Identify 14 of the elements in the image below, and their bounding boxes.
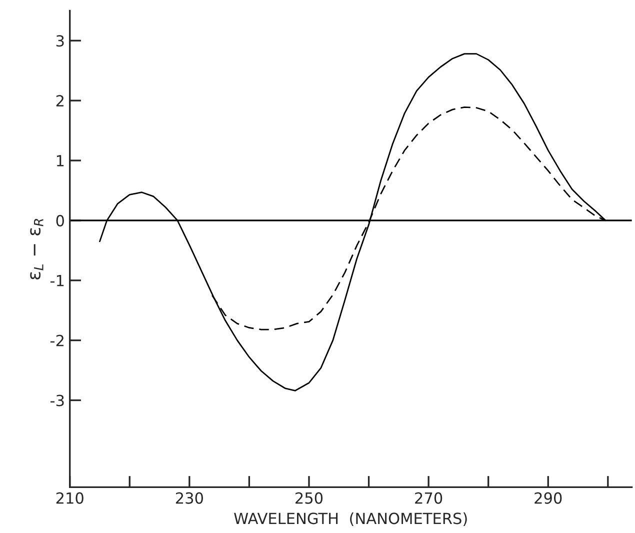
x-tick-label: 270 bbox=[415, 492, 442, 504]
x-tick-label: 230 bbox=[176, 492, 203, 504]
x-tick-label: 250 bbox=[296, 492, 323, 504]
x-axis-title: WAVELENGTH (NANOMETERS) bbox=[234, 512, 467, 526]
y-tick-label: 3 bbox=[56, 35, 64, 47]
y-tick-label: -1 bbox=[50, 275, 64, 286]
x-tick-label: 290 bbox=[534, 492, 562, 504]
y-tick-label: -2 bbox=[50, 334, 64, 346]
y-tick-label: 0 bbox=[56, 214, 64, 226]
y-tick-label: 2 bbox=[56, 95, 64, 106]
x-tick-label: 210 bbox=[56, 492, 84, 504]
y-tick-label: -3 bbox=[50, 394, 64, 406]
y-tick-label: 1 bbox=[56, 155, 64, 166]
y-axis-title: ε$_{L}$ − ε$_{R}$ bbox=[30, 219, 44, 280]
